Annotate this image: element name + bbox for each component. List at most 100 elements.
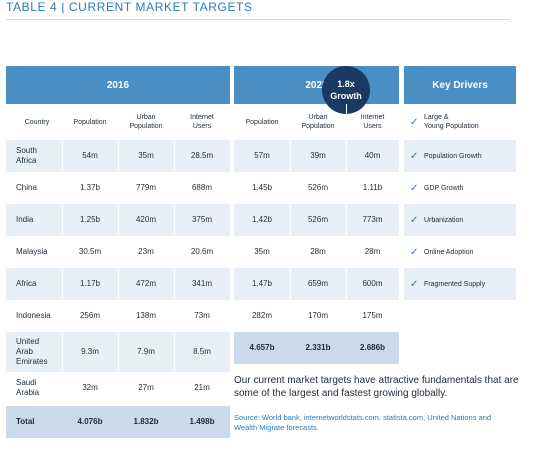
country-cell: South Africa <box>16 146 37 165</box>
checkmark-icon: ✓ <box>410 116 419 128</box>
country-cell: Africa <box>16 279 37 288</box>
urban-population-2025-cell: 526m <box>307 183 328 192</box>
urban-population-2025-cell: 28m <box>310 247 326 256</box>
urban-population-2016-cell: 779m <box>135 183 156 192</box>
internet-users-2025-cell: 40m <box>364 151 381 160</box>
population-2025-cell: 1.42b <box>251 215 273 224</box>
internet-users-2025-cell: 28m <box>364 247 381 256</box>
population-2016-cell: 54m <box>82 151 98 160</box>
column-header-2016: Urban Population <box>129 114 163 130</box>
key-driver-item: ✓ Online Adoption <box>404 236 516 268</box>
key-driver-item: ✓ Fragmented Supply <box>404 268 516 300</box>
population-2025-cell: 1.47b <box>251 279 273 288</box>
column-divider <box>290 104 291 332</box>
column-header-2025: Internet Users <box>360 114 385 130</box>
column-header-2016: Internet Users <box>190 114 214 130</box>
urban-population-2025-cell: 39m <box>310 151 326 160</box>
total-urban-2016: 1.832b <box>133 417 159 426</box>
internet-users-2016-cell: 375m <box>191 215 212 224</box>
key-driver-item: ✓ Large & Young Population <box>404 104 516 140</box>
key-driver-label: GDP Growth <box>424 184 464 192</box>
internet-users-2016-cell: 341m <box>191 279 212 288</box>
population-2016-cell: 256m <box>79 311 100 320</box>
country-cell: India <box>16 215 34 224</box>
urban-population-2025-cell: 170m <box>307 311 328 320</box>
population-2025-cell: 57m <box>254 151 270 160</box>
population-2025-cell: 35m <box>254 247 270 256</box>
header-band-2025: 2025 <box>234 66 399 104</box>
key-driver-label: Fragmented Supply <box>424 280 486 288</box>
key-driver-item: ✓ GDP Growth <box>404 172 516 204</box>
country-cell: United Arab Emirates <box>16 337 48 366</box>
population-2016-cell: 1.17b <box>79 279 101 288</box>
internet-users-2025-cell: 773m <box>362 215 383 224</box>
total-row-2025-bg <box>234 332 399 364</box>
internet-users-2016-cell: 688m <box>191 183 212 192</box>
row-shade-2025 <box>234 204 399 236</box>
urban-population-2025-cell: 659m <box>307 279 328 288</box>
total-internet-2025: 2.686b <box>360 343 385 352</box>
column-divider <box>118 104 119 438</box>
key-driver-item: ✓ Population Growth <box>404 140 516 172</box>
population-2025-cell: 282m <box>251 311 272 320</box>
urban-population-2016-cell: 35m <box>138 151 154 160</box>
internet-users-2016-cell: 28.5m <box>190 151 214 160</box>
country-cell: Malaysia <box>16 247 48 256</box>
country-cell: China <box>16 183 37 192</box>
internet-users-2016-cell: 73m <box>194 311 210 320</box>
country-cell: Indonesia <box>16 311 51 320</box>
column-divider <box>62 104 63 438</box>
checkmark-icon: ✓ <box>410 182 419 194</box>
total-population-2025: 4.657b <box>249 343 275 352</box>
population-2016-cell: 30.5m <box>78 247 102 256</box>
table-title: TABLE 4 | CURRENT MARKET TARGETS <box>6 0 253 14</box>
urban-population-2025-cell: 526m <box>307 215 328 224</box>
checkmark-icon: ✓ <box>410 278 419 290</box>
urban-population-2016-cell: 138m <box>135 311 156 320</box>
header-band-2016: 2016 <box>6 66 230 104</box>
column-divider <box>174 104 175 438</box>
urban-population-2016-cell: 420m <box>135 215 156 224</box>
header-band-key-drivers: Key Drivers <box>404 66 516 104</box>
row-shade-2025 <box>234 268 399 300</box>
total-row-2016-bg <box>6 406 230 438</box>
key-driver-label: Urbanization <box>424 216 464 224</box>
population-2016-cell: 32m <box>82 383 98 392</box>
country-cell: Saudi Arabia <box>16 378 40 397</box>
key-driver-label: Online Adoption <box>424 248 474 256</box>
internet-users-2025-cell: 175m <box>362 311 383 320</box>
source-note: Source: World bank, internetworldstats.c… <box>234 413 492 432</box>
urban-population-2016-cell: 23m <box>138 247 154 256</box>
checkmark-icon: ✓ <box>410 150 419 162</box>
urban-population-2016-cell: 27m <box>138 383 154 392</box>
urban-population-2016-cell: 7.9m <box>137 347 155 356</box>
internet-users-2016-cell: 21m <box>194 383 210 392</box>
growth-badge-label: Growth <box>330 91 362 101</box>
checkmark-icon: ✓ <box>410 246 419 258</box>
population-2016-cell: 9.3m <box>81 347 99 356</box>
total-urban-2025: 2.331b <box>305 343 331 352</box>
population-2016-cell: 1.37b <box>79 183 101 192</box>
column-header-2025: Urban Population <box>301 114 335 130</box>
total-population-2016: 4.076b <box>77 417 103 426</box>
internet-users-2016-cell: 20.6m <box>190 247 214 256</box>
key-driver-label: Large & Young Population <box>424 114 479 130</box>
checkmark-icon: ✓ <box>410 214 419 226</box>
urban-population-2016-cell: 472m <box>135 279 156 288</box>
summary-caption: Our current market targets have attracti… <box>234 375 519 399</box>
internet-users-2016-cell: 8.5m <box>193 347 211 356</box>
row-shade-2025 <box>234 140 399 172</box>
population-2016-cell: 1.25b <box>79 215 101 224</box>
column-header-2016: Population <box>73 118 107 126</box>
population-2025-cell: 1.45b <box>251 183 273 192</box>
internet-users-2025-cell: 1.11b <box>362 183 383 192</box>
growth-badge-multiplier: 1.8x <box>337 79 355 89</box>
column-header-2016: Country <box>24 118 50 126</box>
total-label: Total <box>16 417 35 426</box>
internet-users-2025-cell: 600m <box>362 279 383 288</box>
title-divider <box>6 19 510 20</box>
key-driver-label: Population Growth <box>424 152 482 160</box>
key-driver-item: ✓ Urbanization <box>404 204 516 236</box>
column-divider <box>346 104 347 332</box>
total-internet-2016: 1.498b <box>189 417 215 426</box>
